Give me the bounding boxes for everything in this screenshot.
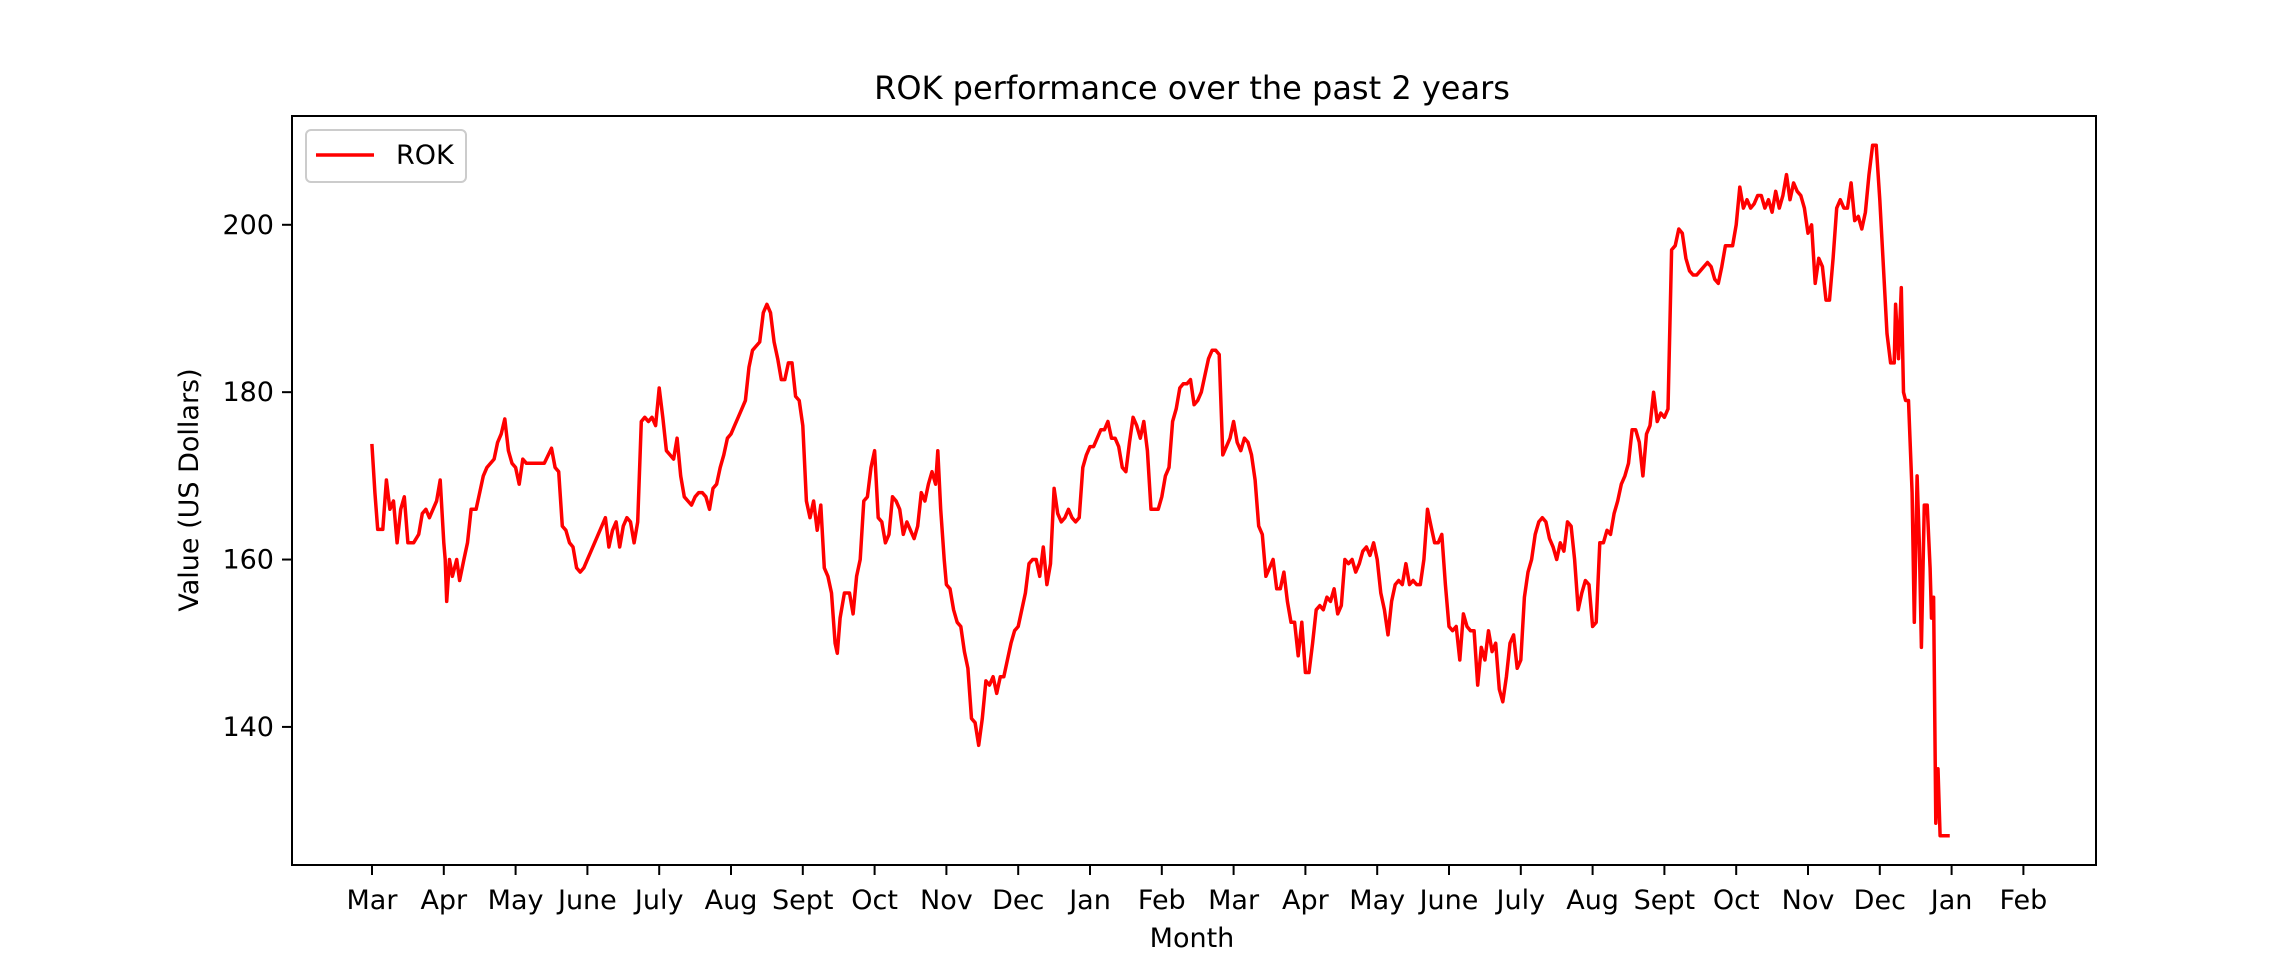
x-tick-label: Nov	[920, 885, 973, 916]
x-tick-label: Mar	[347, 885, 399, 916]
x-tick-label: Sept	[772, 885, 833, 916]
legend-frame	[305, 129, 467, 183]
x-tick-label: Apr	[1282, 885, 1330, 916]
legend-label-rok: ROK	[396, 140, 455, 171]
x-tick-label: May	[1349, 885, 1405, 916]
axes-frame	[291, 115, 2097, 866]
x-tick-label: Dec	[1854, 885, 1906, 916]
y-tick-label: 160	[222, 545, 274, 576]
x-axis-ticks: Mar Apr May June July Aug Sept Oct Nov Dec Jan Feb M…	[347, 865, 2047, 916]
x-tick-label: Dec	[992, 885, 1044, 916]
y-tick-label: 200	[222, 210, 274, 241]
x-axis-label: Month	[1150, 923, 1235, 954]
plot-background	[292, 116, 2096, 865]
y-axis-ticks: 140 160 180 200	[222, 210, 292, 743]
x-tick-label: May	[488, 885, 544, 916]
x-tick-label: June	[1418, 885, 1479, 916]
x-tick-label: July	[1495, 885, 1546, 916]
x-tick-label: Oct	[851, 885, 898, 916]
x-tick-label: Jan	[1067, 885, 1111, 916]
x-tick-label: Jan	[1929, 885, 1973, 916]
chart-title: ROK performance over the past 2 years	[874, 69, 1510, 107]
series-layer	[370, 143, 1950, 838]
y-tick-label: 180	[222, 377, 274, 408]
x-tick-label: June	[556, 885, 617, 916]
x-tick-label: July	[633, 885, 684, 916]
series-line-rok	[370, 143, 1950, 838]
legend: ROK	[305, 129, 467, 183]
x-tick-label: Oct	[1713, 885, 1760, 916]
x-tick-label: Aug	[705, 885, 758, 916]
x-tick-label: Feb	[1138, 885, 1186, 916]
x-tick-label: Apr	[420, 885, 468, 916]
y-axis-label: Value (US Dollars)	[174, 368, 205, 611]
x-tick-label: Aug	[1566, 885, 1619, 916]
x-tick-label: Sept	[1634, 885, 1695, 916]
x-tick-label: Feb	[1999, 885, 2047, 916]
x-tick-label: Mar	[1208, 885, 1260, 916]
x-tick-label: Nov	[1782, 885, 1835, 916]
y-tick-label: 140	[222, 712, 274, 743]
plot-area	[292, 116, 2096, 865]
